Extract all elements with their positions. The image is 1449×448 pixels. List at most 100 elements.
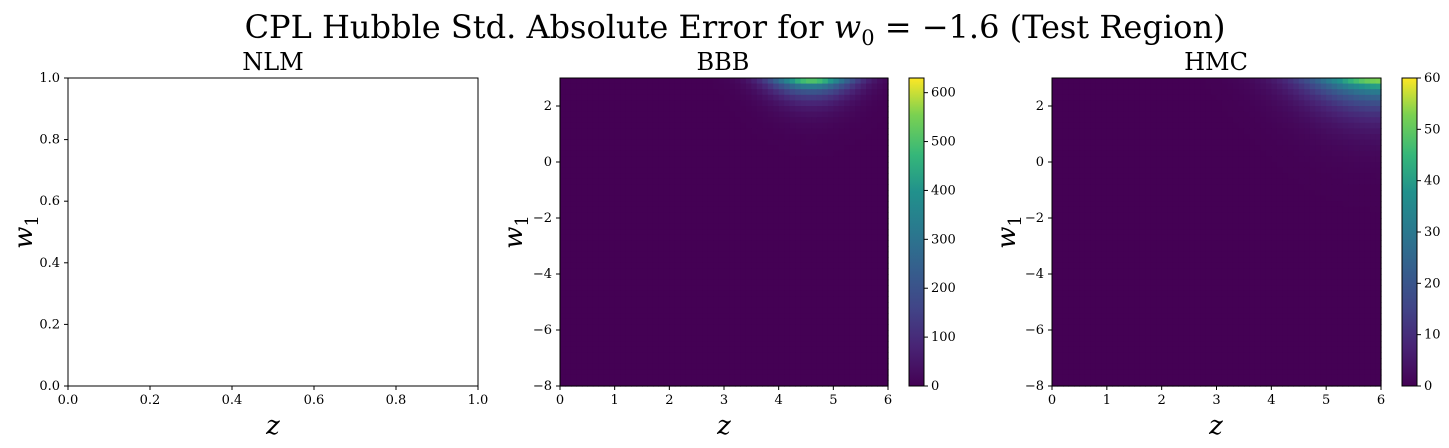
heatmap-cell [745,122,752,129]
heatmap-cell [609,134,616,141]
heatmap-cell [855,352,862,359]
heatmap-cell [1359,184,1366,191]
heatmap-cell [1123,100,1130,107]
heatmap-cell [871,156,878,163]
heatmap-cell [1326,83,1333,90]
heatmap-cell [1156,134,1163,141]
heatmap-cell [691,106,698,113]
heatmap-cell [713,117,720,124]
heatmap-cell [822,302,829,309]
heatmap-cell [751,83,758,90]
heatmap-cell [1211,78,1218,85]
heatmap-cell [1370,218,1377,225]
heatmap-cell [866,324,873,331]
heatmap-cell [587,94,594,101]
heatmap-cell [625,234,632,241]
heatmap-cell [663,369,670,376]
heatmap-cell [1139,150,1146,157]
heatmap-cell [1079,78,1086,85]
heatmap-cell [1293,195,1300,202]
heatmap-cell [849,324,856,331]
heatmap-cell [581,279,588,286]
heatmap-cell [592,324,599,331]
heatmap-cell [565,346,572,353]
heatmap-cell [816,201,823,208]
heatmap-cell [866,279,873,286]
heatmap-cell [871,296,878,303]
heatmap-cell [1057,83,1064,90]
heatmap-cell [838,335,845,342]
heatmap-cell [652,128,659,135]
heatmap-cell [658,134,665,141]
heatmap-cell [871,268,878,275]
heatmap-cell [609,279,616,286]
heatmap-cell [658,150,665,157]
heatmap-cell [789,346,796,353]
heatmap-cell [1359,206,1366,213]
heatmap-cell [751,78,758,85]
heatmap-cell [1227,162,1234,169]
heatmap-cell [1189,201,1196,208]
heatmap-cell [1134,156,1141,163]
heatmap-cell [592,173,599,180]
heatmap-cell [844,83,851,90]
heatmap-cell [762,167,769,174]
heatmap-cell [663,128,670,135]
heatmap-cell [734,162,741,169]
heatmap-cell [1238,89,1245,96]
heatmap-cell [724,307,731,314]
heatmap-cell [724,106,731,113]
heatmap-cell [1271,195,1278,202]
heatmap-cell [1101,156,1108,163]
heatmap-cell [778,302,785,309]
heatmap-cell [816,145,823,152]
heatmap-cell [784,139,791,146]
heatmap-cell [1205,139,1212,146]
heatmap-cell [778,111,785,118]
heatmap-cell [609,363,616,370]
heatmap-cell [1156,89,1163,96]
heatmap-cell [1337,89,1344,96]
heatmap-cell [647,78,654,85]
heatmap-cell [636,352,643,359]
heatmap-cell [1106,178,1113,185]
heatmap-cell [1090,145,1097,152]
heatmap-cell [587,279,594,286]
heatmap-cell [1276,156,1283,163]
heatmap-cell [663,257,670,264]
heatmap-cell [1079,195,1086,202]
heatmap-cell [565,178,572,185]
heatmap-cell [1095,223,1102,230]
heatmap-cell [1189,156,1196,163]
heatmap-cell [756,318,763,325]
heatmap-cell [756,296,763,303]
heatmap-cell [576,374,583,381]
heatmap-cell [702,285,709,292]
heatmap-cell [838,218,845,225]
heatmap-cell [734,380,741,387]
axes-frame [559,77,889,387]
heatmap-cell [1293,78,1300,85]
heatmap-cell [816,285,823,292]
heatmap-cell [663,223,670,230]
heatmap-cell [1189,173,1196,180]
heatmap-cell [1139,201,1146,208]
figure-title-sub: 0 [861,26,874,50]
heatmap-cell [576,122,583,129]
heatmap-cell [806,218,813,225]
heatmap-cell [603,330,610,337]
heatmap-cell [1183,156,1190,163]
heatmap-cell [838,229,845,236]
heatmap-cell [1309,83,1316,90]
heatmap-cell [740,94,747,101]
heatmap-cell [756,89,763,96]
heatmap-cell [1298,162,1305,169]
heatmap-cell [849,251,856,258]
heatmap-cell [669,290,676,297]
heatmap-cell [707,111,714,118]
heatmap-cell [685,206,692,213]
heatmap-cell [663,274,670,281]
heatmap-cell [718,335,725,342]
heatmap-cell [1238,167,1245,174]
heatmap-cell [1073,218,1081,225]
